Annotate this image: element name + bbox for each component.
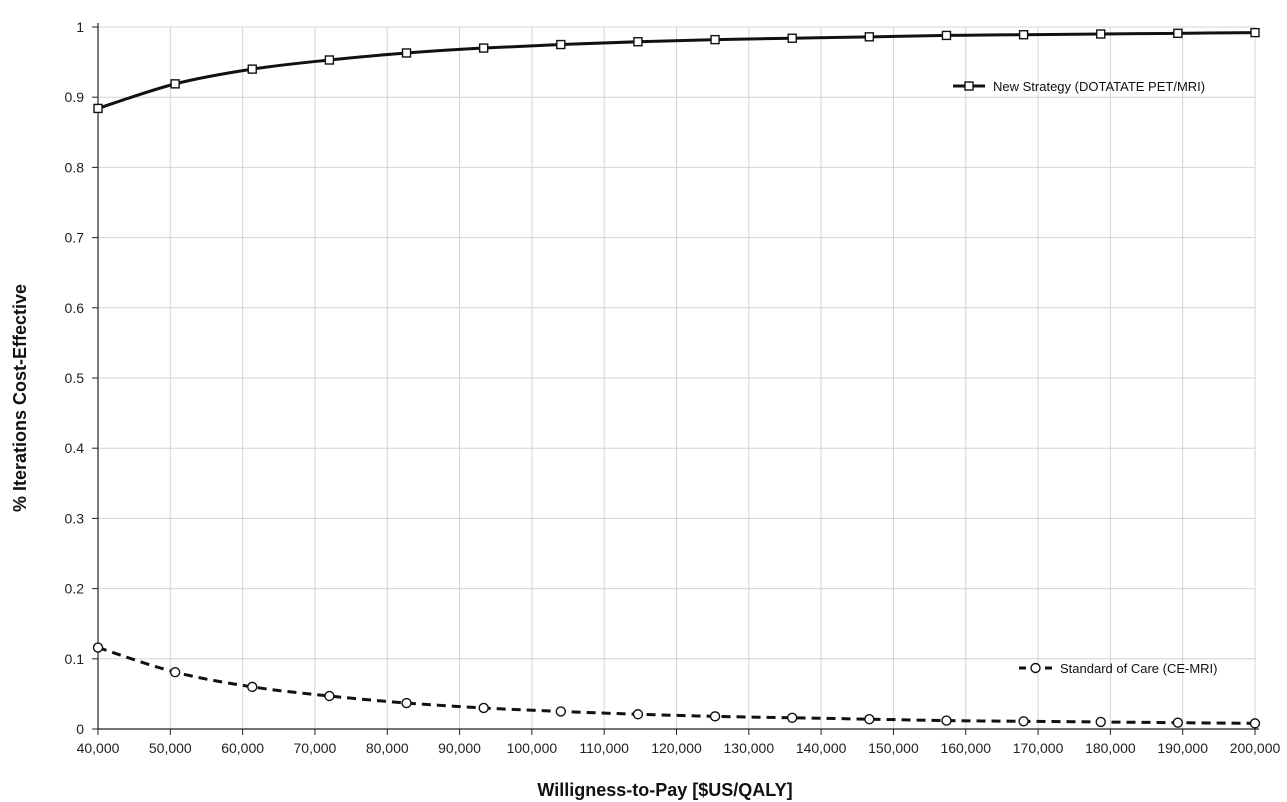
data-point-square	[711, 36, 719, 44]
data-point-circle	[942, 716, 951, 725]
data-point-circle	[479, 703, 488, 712]
x-tick-label: 140,000	[796, 740, 847, 756]
x-tick-label: 170,000	[1013, 740, 1064, 756]
data-point-square	[942, 31, 950, 39]
x-axis-title: Willigness-to-Pay [$US/QALY]	[537, 780, 792, 800]
x-tick-label: 60,000	[221, 740, 264, 756]
data-point-square	[403, 49, 411, 57]
data-point-square	[171, 80, 179, 88]
x-tick-label: 40,000	[77, 740, 120, 756]
x-tick-label: 110,000	[579, 740, 629, 756]
legend-marker-circle	[1031, 664, 1040, 673]
y-tick-label: 0.3	[65, 510, 85, 526]
y-tick-label: 0.9	[65, 89, 85, 105]
data-point-circle	[402, 699, 411, 708]
y-tick-label: 0.2	[65, 581, 85, 597]
legend-marker-square	[965, 82, 973, 90]
y-tick-label: 0	[76, 721, 84, 737]
data-point-square	[94, 104, 102, 112]
y-tick-label: 1	[76, 19, 84, 35]
data-point-circle	[248, 682, 257, 691]
x-tick-label: 190,000	[1157, 740, 1208, 756]
data-point-square	[1020, 31, 1028, 39]
y-tick-label: 0.6	[65, 300, 85, 316]
x-tick-label: 90,000	[438, 740, 481, 756]
legend-label: Standard of Care (CE-MRI)	[1060, 661, 1218, 676]
grid	[98, 27, 1255, 729]
data-point-circle	[788, 713, 797, 722]
x-tick-label: 160,000	[940, 740, 991, 756]
data-point-circle	[1096, 717, 1105, 726]
legend-label: New Strategy (DOTATATE PET/MRI)	[993, 79, 1205, 94]
y-axis-title: % Iterations Cost-Effective	[10, 284, 30, 512]
y-tick-labels: 0 0.1 0.2 0.3 0.4 0.5 0.6 0.7 0.8 0.9 1	[65, 19, 85, 737]
y-tick-label: 0.4	[65, 440, 85, 456]
data-point-square	[480, 44, 488, 52]
x-tick-label: 120,000	[651, 740, 702, 756]
x-tick-label: 180,000	[1085, 740, 1136, 756]
y-tick-label: 0.1	[65, 651, 85, 667]
x-tick-label: 130,000	[724, 740, 775, 756]
x-tick-labels: 40,000 50,000 60,000 70,000 80,000 90,000 100,…	[77, 740, 1281, 756]
data-point-circle	[325, 692, 334, 701]
data-point-square	[865, 33, 873, 41]
data-point-square	[1251, 29, 1259, 37]
y-tick-label: 0.8	[65, 159, 85, 175]
axes	[92, 23, 1259, 735]
data-point-circle	[865, 715, 874, 724]
data-point-square	[248, 65, 256, 73]
data-point-circle	[633, 710, 642, 719]
data-point-square	[325, 56, 333, 64]
x-tick-label: 200,000	[1230, 740, 1281, 756]
y-tick-label: 0.7	[65, 230, 85, 246]
data-point-square	[1174, 29, 1182, 37]
data-point-circle	[1173, 718, 1182, 727]
x-tick-label: 100,000	[507, 740, 558, 756]
y-tick-label: 0.5	[65, 370, 85, 386]
data-point-circle	[1251, 719, 1260, 728]
data-point-circle	[1019, 717, 1028, 726]
data-point-circle	[556, 707, 565, 716]
data-point-square	[557, 41, 565, 49]
x-tick-label: 150,000	[868, 740, 919, 756]
data-point-square	[634, 38, 642, 46]
x-tick-label: 80,000	[366, 740, 409, 756]
x-tick-label: 50,000	[149, 740, 192, 756]
data-point-square	[1097, 30, 1105, 38]
data-point-square	[788, 34, 796, 42]
data-point-circle	[171, 668, 180, 677]
data-point-circle	[94, 643, 103, 652]
x-tick-label: 70,000	[294, 740, 337, 756]
data-point-circle	[711, 712, 720, 721]
